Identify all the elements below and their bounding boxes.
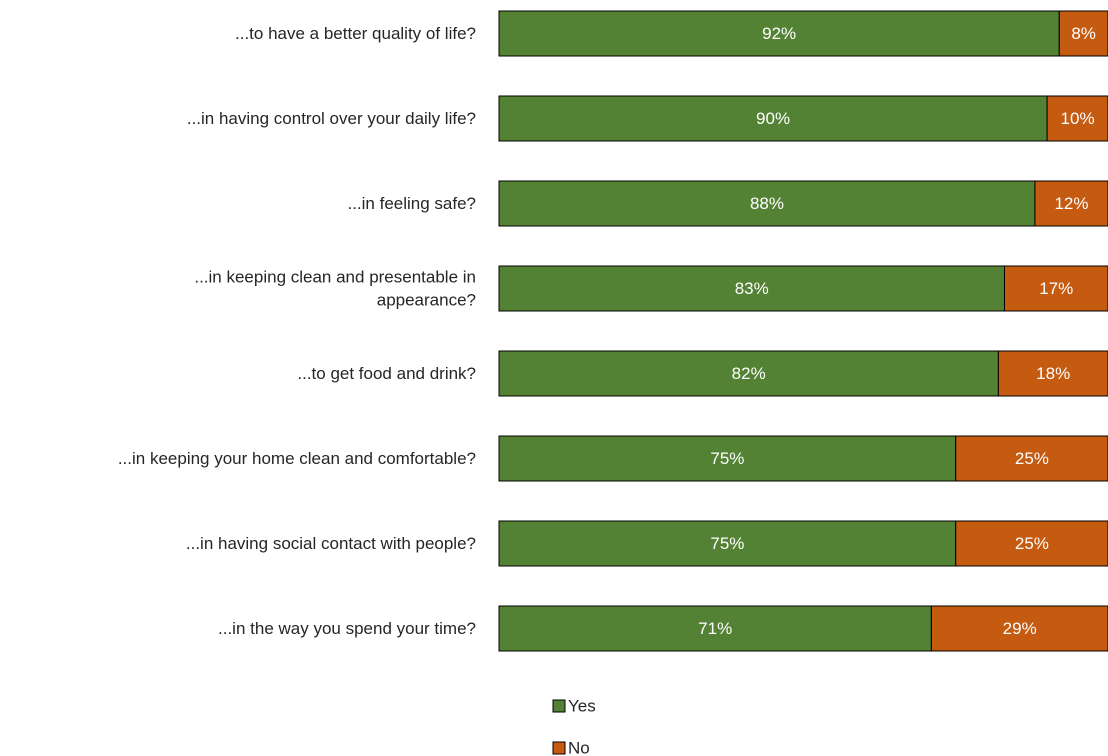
category-label: ...in keeping clean and presentable in	[194, 268, 476, 287]
bar-yes	[498, 520, 957, 567]
category-label: ...in having control over your daily lif…	[187, 109, 476, 128]
bar-yes	[498, 350, 999, 397]
category-label: ...in keeping your home clean and comfor…	[118, 449, 476, 468]
bar-no	[1034, 180, 1108, 227]
value-label-yes: 90%	[756, 109, 790, 128]
value-label-no: 18%	[1036, 364, 1070, 383]
bar-no	[930, 605, 1108, 652]
value-label-yes: 71%	[698, 619, 732, 638]
legend: Yes No	[552, 697, 596, 756]
category-label: ...to have a better quality of life?	[235, 24, 476, 43]
legend-swatch-no	[552, 741, 566, 755]
value-label-no: 10%	[1061, 109, 1095, 128]
value-label-yes: 83%	[735, 279, 769, 298]
category-label: appearance?	[377, 291, 476, 310]
value-label-no: 17%	[1039, 279, 1073, 298]
bar-no	[955, 435, 1108, 482]
value-label-no: 8%	[1071, 24, 1096, 43]
bar-yes	[498, 95, 1048, 142]
value-label-no: 25%	[1015, 449, 1049, 468]
bar-no	[1046, 95, 1108, 142]
value-label-yes: 75%	[710, 449, 744, 468]
value-label-yes: 75%	[710, 534, 744, 553]
category-labels: ...to have a better quality of life? ...i…	[118, 24, 476, 638]
bar-no	[1058, 10, 1108, 57]
bar-no	[997, 350, 1108, 397]
value-label-yes: 82%	[732, 364, 766, 383]
category-label: ...in feeling safe?	[347, 194, 476, 213]
category-label: ...in the way you spend your time?	[218, 619, 476, 638]
value-label-no: 25%	[1015, 534, 1049, 553]
bar-no	[955, 520, 1108, 567]
bars: 92% 8% 90% 10% 88% 12% 83% 17% 82% 18% 75% 25% 75% 25…	[498, 10, 1108, 652]
value-label-no: 12%	[1054, 194, 1088, 213]
bar-yes	[498, 605, 932, 652]
legend-swatch-yes	[552, 699, 566, 713]
value-label-yes: 92%	[762, 24, 796, 43]
category-label: ...to get food and drink?	[297, 364, 476, 383]
bar-no	[1003, 265, 1108, 312]
bar-yes	[498, 10, 1060, 57]
category-label: ...in having social contact with people?	[186, 534, 476, 553]
legend-label-no: No	[568, 739, 590, 756]
bar-yes	[498, 180, 1036, 227]
value-label-yes: 88%	[750, 194, 784, 213]
legend-label-yes: Yes	[568, 697, 596, 716]
value-label-no: 29%	[1003, 619, 1037, 638]
